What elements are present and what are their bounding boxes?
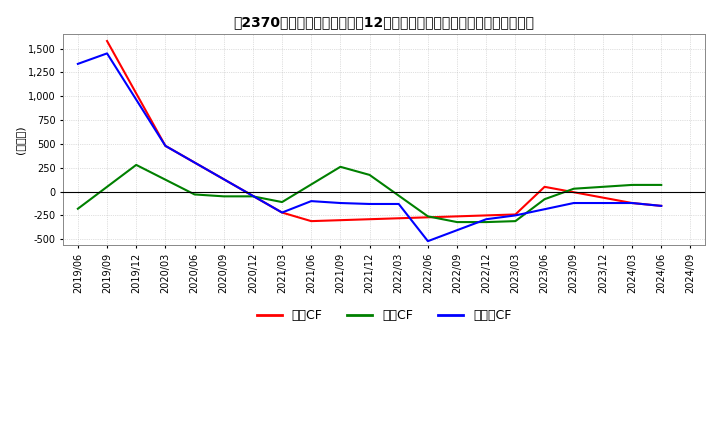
フリーCF: [161, 143, 170, 148]
Title: 【2370】キャッシュフローの12か月移動合計の対前年同期増減額の推移: 【2370】キャッシュフローの12か月移動合計の対前年同期増減額の推移: [234, 15, 535, 29]
Legend: 営業CF, 投資CF, フリーCF: 営業CF, 投資CF, フリーCF: [251, 304, 517, 327]
フリーCF: [511, 213, 520, 218]
営業CF: [453, 214, 462, 219]
投資CF: [423, 214, 432, 219]
Line: 投資CF: 投資CF: [78, 165, 661, 222]
営業CF: [395, 216, 403, 221]
フリーCF: [278, 210, 287, 215]
フリーCF: [657, 203, 665, 209]
フリーCF: [307, 198, 315, 204]
投資CF: [336, 164, 345, 169]
フリーCF: [103, 51, 112, 56]
フリーCF: [73, 61, 82, 66]
投資CF: [278, 199, 287, 205]
投資CF: [248, 194, 257, 199]
営業CF: [278, 210, 287, 215]
フリーCF: [336, 200, 345, 205]
営業CF: [657, 203, 665, 209]
フリーCF: [628, 200, 636, 205]
投資CF: [482, 220, 490, 225]
投資CF: [511, 219, 520, 224]
営業CF: [540, 184, 549, 190]
営業CF: [628, 200, 636, 205]
フリーCF: [365, 202, 374, 207]
Line: 営業CF: 営業CF: [107, 41, 661, 221]
投資CF: [540, 197, 549, 202]
投資CF: [657, 182, 665, 187]
投資CF: [598, 184, 607, 190]
投資CF: [628, 182, 636, 187]
投資CF: [73, 206, 82, 211]
投資CF: [190, 192, 199, 197]
Y-axis label: (百万円): (百万円): [15, 125, 25, 154]
営業CF: [511, 212, 520, 217]
フリーCF: [598, 200, 607, 205]
投資CF: [570, 186, 578, 191]
営業CF: [365, 216, 374, 222]
フリーCF: [395, 202, 403, 207]
フリーCF: [570, 200, 578, 205]
営業CF: [161, 143, 170, 148]
投資CF: [453, 220, 462, 225]
Line: フリーCF: フリーCF: [78, 53, 661, 241]
営業CF: [103, 38, 112, 44]
営業CF: [307, 219, 315, 224]
投資CF: [220, 194, 228, 199]
投資CF: [365, 172, 374, 178]
フリーCF: [423, 238, 432, 244]
投資CF: [132, 162, 140, 168]
フリーCF: [482, 216, 490, 222]
